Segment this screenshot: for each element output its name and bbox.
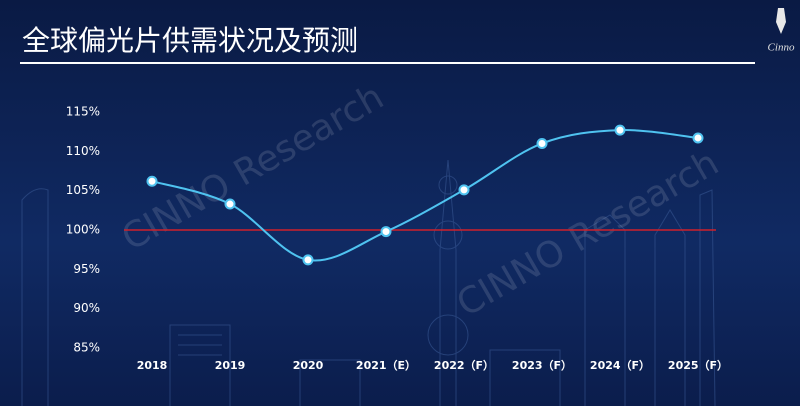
data-point [224,198,236,210]
data-point [380,226,392,238]
y-tick-label: 105% [66,183,100,197]
series-line [151,129,699,262]
y-tick-label: 110% [66,144,100,158]
x-tick-label: 2025（F） [668,359,728,372]
data-point [302,254,314,266]
logo-icon [776,8,786,34]
x-tick-label: 2019 [215,359,246,372]
x-tick-label: 2021（E） [356,359,416,372]
y-tick-label: 115% [66,105,100,119]
x-tick-label: 2018 [137,359,168,372]
data-point [146,175,158,187]
x-tick-label: 2023（F） [512,359,572,372]
logo-text: Cinno [768,42,795,54]
y-tick-label: 85% [73,341,100,355]
data-point [692,132,704,144]
y-tick-label: 90% [73,301,100,315]
data-point [458,184,470,196]
x-tick-label: 2024（F） [590,359,650,372]
x-tick-label: 2022（F） [434,359,494,372]
y-tick-label: 95% [73,262,100,276]
x-tick-label: 2020 [293,359,324,372]
plot-area: 85% 90% 95% 100% 105% 110% 115% 2018 2019 2020 202… [66,105,728,373]
data-point [614,124,626,136]
skyline [21,159,716,406]
data-point [536,137,548,149]
y-tick-label: 100% [66,223,100,237]
chart-title: 全球偏光片供需状况及预测 [22,24,358,57]
